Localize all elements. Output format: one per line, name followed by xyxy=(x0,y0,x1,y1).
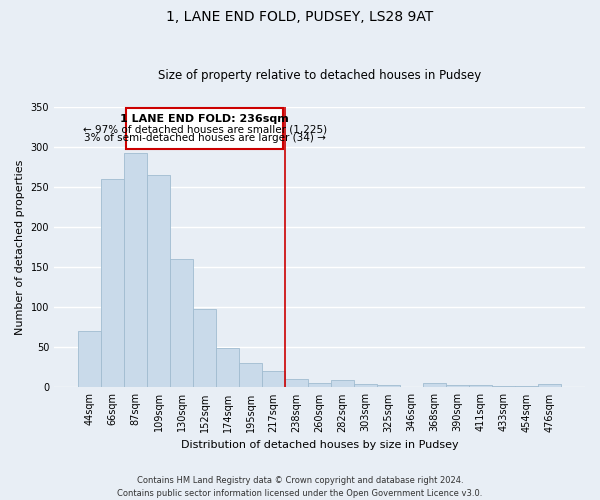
Bar xyxy=(239,364,262,388)
Bar xyxy=(331,380,354,388)
Text: 1 LANE END FOLD: 236sqm: 1 LANE END FOLD: 236sqm xyxy=(120,114,289,124)
Y-axis label: Number of detached properties: Number of detached properties xyxy=(15,160,25,335)
Bar xyxy=(354,384,377,388)
Bar xyxy=(216,348,239,388)
Bar xyxy=(193,309,216,388)
Text: 3% of semi-detached houses are larger (34) →: 3% of semi-detached houses are larger (3… xyxy=(83,133,326,143)
Bar xyxy=(101,179,124,388)
Bar xyxy=(308,382,331,388)
Bar xyxy=(538,384,561,388)
Bar xyxy=(469,385,492,388)
Bar xyxy=(124,154,147,388)
X-axis label: Distribution of detached houses by size in Pudsey: Distribution of detached houses by size … xyxy=(181,440,458,450)
Bar xyxy=(147,175,170,388)
Text: 1, LANE END FOLD, PUDSEY, LS28 9AT: 1, LANE END FOLD, PUDSEY, LS28 9AT xyxy=(166,10,434,24)
FancyBboxPatch shape xyxy=(127,108,283,150)
Bar xyxy=(377,385,400,388)
Bar xyxy=(170,259,193,388)
Bar xyxy=(515,386,538,388)
Bar xyxy=(423,384,446,388)
Bar xyxy=(78,332,101,388)
Title: Size of property relative to detached houses in Pudsey: Size of property relative to detached ho… xyxy=(158,69,481,82)
Text: ← 97% of detached houses are smaller (1,225): ← 97% of detached houses are smaller (1,… xyxy=(83,124,326,134)
Bar xyxy=(262,372,285,388)
Text: Contains HM Land Registry data © Crown copyright and database right 2024.
Contai: Contains HM Land Registry data © Crown c… xyxy=(118,476,482,498)
Bar xyxy=(492,386,515,388)
Bar xyxy=(446,385,469,388)
Bar xyxy=(285,380,308,388)
